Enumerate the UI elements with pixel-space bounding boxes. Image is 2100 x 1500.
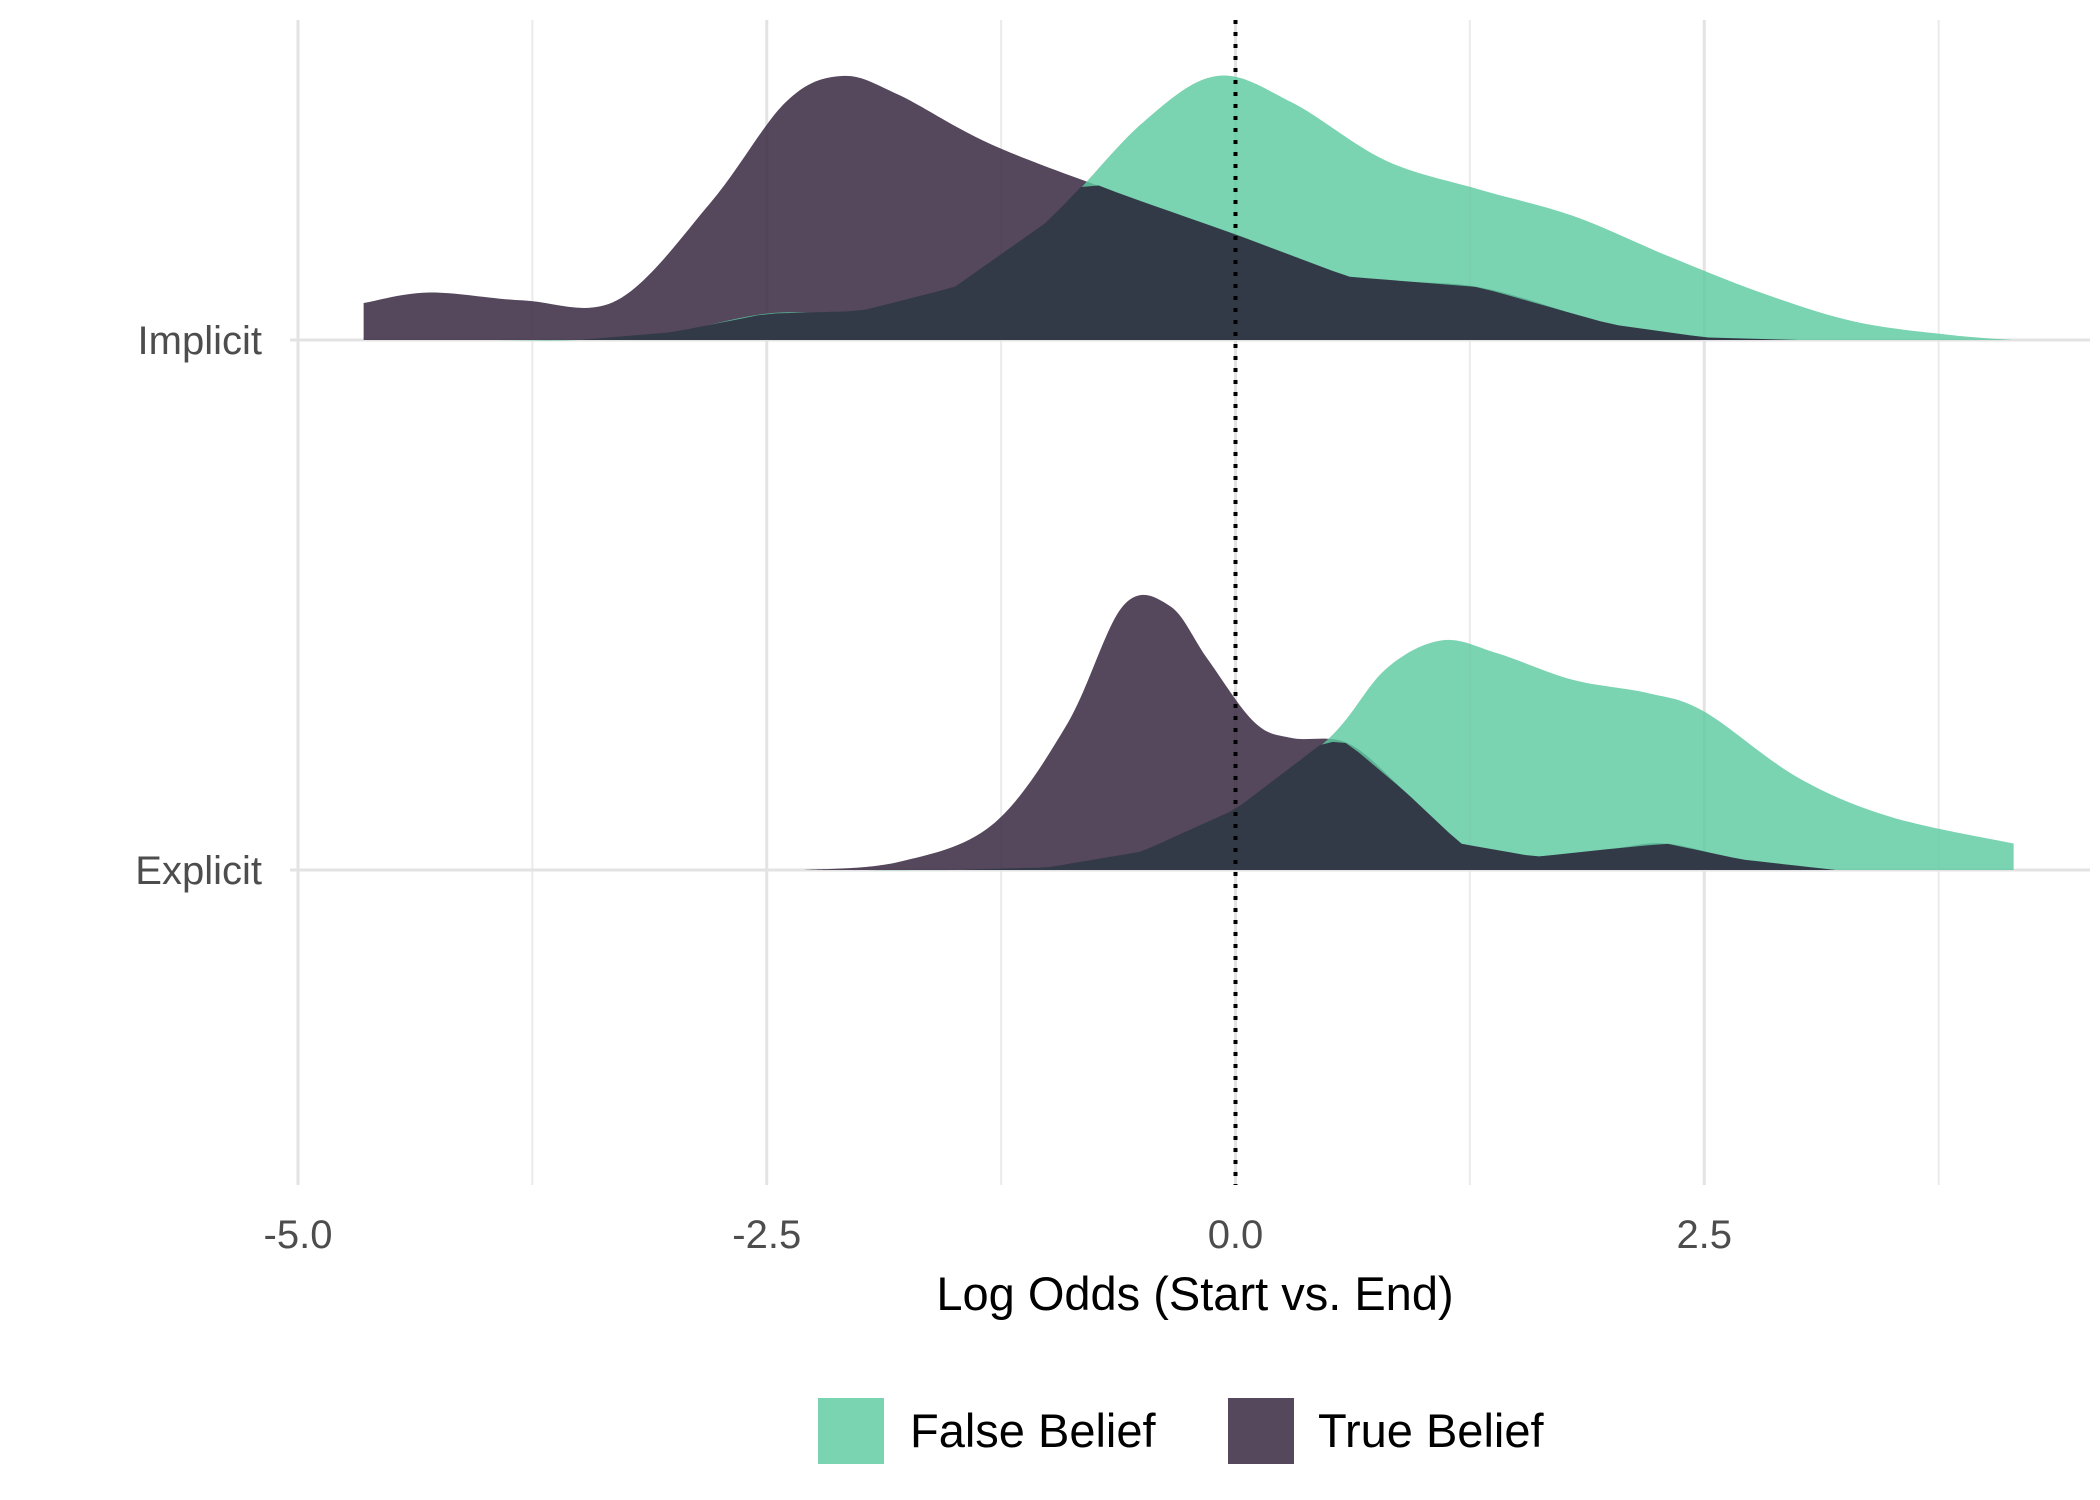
density-areas xyxy=(363,75,2014,871)
x-tick-labels: -5.0 -2.5 0.0 2.5 xyxy=(264,1213,1733,1257)
x-tick-label: 0.0 xyxy=(1208,1213,1264,1257)
y-tick-label: Implicit xyxy=(138,319,262,363)
density-overlap-explicit xyxy=(804,741,1836,870)
density-false-belief-explicit xyxy=(766,639,2014,871)
density-true-belief-explicit xyxy=(804,594,1836,870)
x-axis-title: Log Odds (Start vs. End) xyxy=(936,1267,1453,1320)
x-tick-label: -5.0 xyxy=(264,1213,333,1257)
legend-label: True Belief xyxy=(1318,1404,1544,1457)
legend-swatch xyxy=(1228,1398,1294,1464)
y-tick-labels: Implicit Explicit xyxy=(135,319,262,893)
x-tick-label: -2.5 xyxy=(732,1213,801,1257)
legend-swatch xyxy=(818,1398,884,1464)
legend-label: False Belief xyxy=(910,1404,1156,1457)
density-false-belief-implicit xyxy=(363,75,2014,341)
density-overlap-implicit xyxy=(363,185,1798,340)
x-tick-label: 2.5 xyxy=(1676,1213,1732,1257)
legend: False Belief True Belief xyxy=(818,1398,1544,1464)
y-tick-label: Explicit xyxy=(135,849,262,893)
